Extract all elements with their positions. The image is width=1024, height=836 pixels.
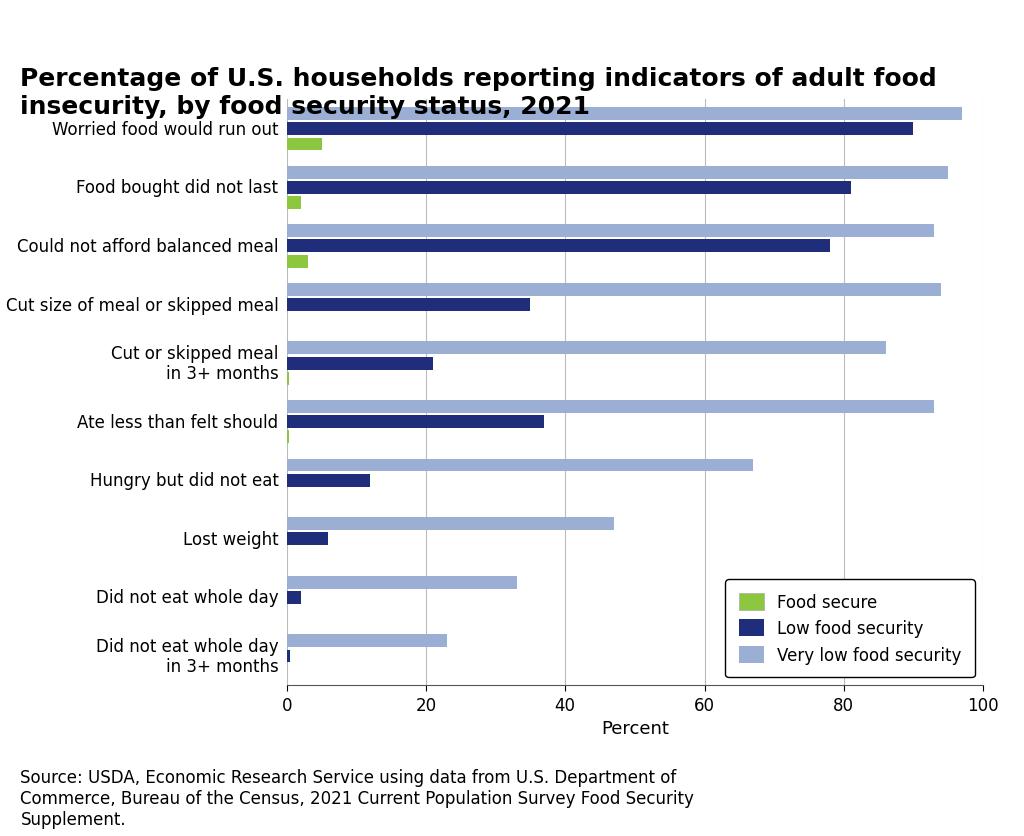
Bar: [287, 373, 289, 385]
Bar: [287, 139, 322, 151]
Bar: [287, 400, 934, 414]
Bar: [287, 197, 301, 210]
Bar: [287, 108, 963, 121]
Bar: [287, 342, 886, 355]
Text: Percentage of U.S. households reporting indicators of adult food
insecurity, by : Percentage of U.S. households reporting …: [20, 67, 937, 119]
Bar: [287, 357, 433, 370]
Bar: [287, 256, 307, 268]
Bar: [287, 166, 948, 180]
Bar: [287, 298, 530, 312]
Bar: [287, 225, 934, 238]
Bar: [287, 459, 754, 472]
Bar: [287, 576, 516, 589]
Text: Source: USDA, Economic Research Service using data from U.S. Department of
Comme: Source: USDA, Economic Research Service …: [20, 768, 694, 828]
Bar: [287, 650, 290, 663]
Bar: [287, 635, 446, 647]
Bar: [287, 181, 851, 195]
Bar: [287, 123, 913, 136]
Bar: [287, 283, 941, 297]
Bar: [287, 591, 301, 604]
Bar: [287, 240, 829, 253]
Bar: [287, 517, 614, 531]
X-axis label: Percent: Percent: [601, 720, 669, 737]
Bar: [287, 533, 329, 546]
Bar: [287, 474, 371, 487]
Bar: [287, 431, 289, 444]
Bar: [287, 415, 545, 429]
Legend: Food secure, Low food security, Very low food security: Food secure, Low food security, Very low…: [725, 579, 975, 677]
